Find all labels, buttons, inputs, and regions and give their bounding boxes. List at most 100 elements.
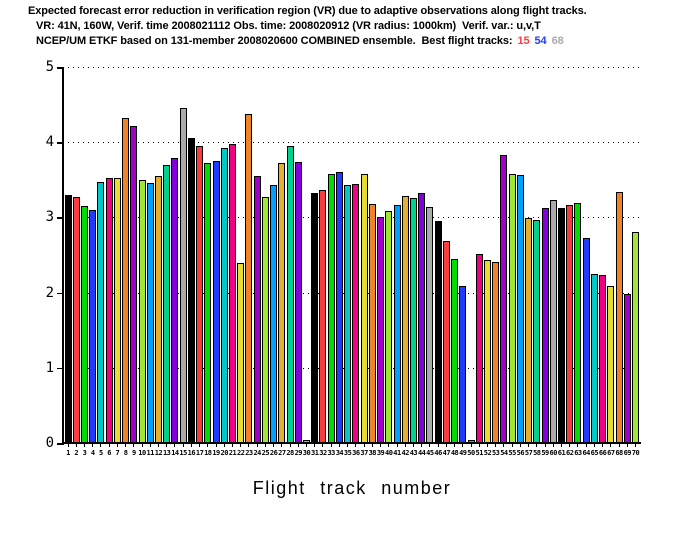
x-tick-label-38: 38 [368,449,377,457]
y-tick-label-5: 5 [45,59,54,75]
x-tick-57 [528,444,530,447]
x-tick-49 [462,444,464,447]
bar-track-31 [311,192,319,443]
x-tick-63 [577,444,579,447]
x-tick-59 [544,444,546,447]
bar-track-60 [549,200,557,443]
x-tick-label-34: 34 [335,449,344,457]
y-tick-label-2: 2 [45,284,54,301]
bar-track-36 [352,184,360,443]
x-tick-label-27: 27 [278,449,286,457]
bar-track-9 [130,125,138,443]
x-tick-label-17: 17 [195,449,204,457]
x-tick-6 [108,444,110,447]
bar-track-17 [196,145,204,443]
x-tick-label-28: 28 [286,449,294,457]
x-tick-label-70: 70 [631,449,640,457]
bar-track-11 [146,182,154,443]
bar-track-70 [632,231,640,443]
bar-track-59 [541,208,549,443]
x-tick-label-4: 4 [90,449,95,457]
y-tick-1 [57,367,64,370]
bar-track-46 [434,221,442,443]
bar-track-32 [319,189,327,443]
x-tick-42 [404,444,406,447]
gridline-y-1 [63,367,642,369]
bar-track-62 [566,205,574,443]
x-tick-label-42: 42 [401,449,410,457]
y-tick-0 [57,443,64,445]
gridline-y-3 [63,217,642,219]
best-track-1: 15 [517,35,530,47]
bar-track-44 [418,193,426,443]
bar-track-6 [105,178,113,443]
bar-track-4 [89,209,97,443]
x-tick-label-26: 26 [269,449,278,457]
x-tick-label-31: 31 [311,449,319,457]
x-tick-label-53: 53 [491,449,500,457]
x-tick-label-29: 29 [294,449,303,457]
bar-track-37 [360,173,368,443]
x-tick-11 [149,444,151,447]
x-tick-62 [569,444,571,447]
bar-track-69 [623,294,631,443]
x-tick-36 [355,444,357,447]
bar-track-63 [574,203,582,443]
x-tick-64 [585,444,587,447]
bar-track-20 [220,148,228,443]
x-tick-48 [454,444,456,447]
x-tick-58 [536,444,538,447]
x-tick-label-47: 47 [442,449,451,457]
x-tick-18 [207,444,209,447]
x-tick-41 [396,444,398,447]
x-tick-label-23: 23 [245,449,253,457]
x-tick-label-39: 39 [376,449,385,457]
x-tick-56 [519,444,521,447]
x-tick-51 [478,444,480,447]
y-tick-4 [57,142,64,144]
x-tick-2 [75,444,77,447]
best-track-2: 54 [534,35,547,47]
x-tick-4 [92,444,94,447]
bar-track-52 [483,260,491,443]
bar-track-42 [401,196,409,443]
bar-track-45 [426,206,434,443]
x-tick-label-12: 12 [154,449,163,457]
x-tick-60 [552,444,554,447]
x-tick-8 [125,444,127,447]
x-tick-35 [347,444,349,447]
bar-track-34 [335,172,343,443]
bar-track-15 [179,107,187,443]
bar-track-2 [72,197,80,443]
x-tick-label-35: 35 [343,449,352,457]
x-tick-label-68: 68 [615,449,623,457]
x-tick-5 [100,444,102,447]
bar-track-54 [500,154,508,443]
x-tick-47 [445,444,447,447]
x-tick-label-64: 64 [582,449,590,457]
x-tick-65 [593,444,595,447]
x-tick-label-65: 65 [590,449,599,457]
x-tick-67 [610,444,612,447]
x-tick-17 [199,444,201,447]
x-tick-label-33: 33 [327,449,335,457]
x-tick-39 [380,444,382,447]
x-tick-label-2: 2 [74,449,79,457]
x-tick-label-1: 1 [66,449,70,457]
chart-title-line-3-text: NCEP/UM ETKF based on 131-member 2008020… [36,35,513,47]
x-tick-label-46: 46 [434,449,442,457]
bar-track-19 [212,161,220,443]
bar-track-66 [599,274,607,443]
bar-track-58 [533,220,541,443]
x-tick-label-11: 11 [146,449,155,457]
bar-track-56 [516,175,524,443]
x-tick-label-49: 49 [459,449,467,457]
bar-track-67 [607,285,615,443]
bar-track-43 [409,197,417,443]
bar-track-23 [245,114,253,443]
bar-track-33 [327,173,335,443]
x-tick-label-58: 58 [533,449,541,457]
bar-track-39 [377,217,385,443]
x-tick-66 [602,444,604,447]
x-tick-label-45: 45 [426,449,434,457]
